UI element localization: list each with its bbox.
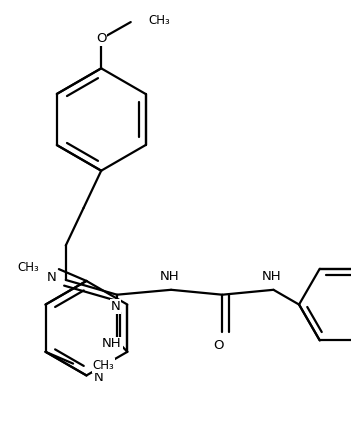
Text: N: N	[93, 371, 103, 384]
Text: CH₃: CH₃	[17, 261, 39, 273]
Text: NH: NH	[262, 270, 281, 282]
Text: N: N	[47, 271, 57, 285]
Text: O: O	[96, 32, 107, 45]
Text: CH₃: CH₃	[148, 14, 170, 27]
Text: O: O	[213, 339, 224, 352]
Text: NH: NH	[159, 270, 179, 282]
Text: N: N	[111, 300, 120, 313]
Text: CH₃: CH₃	[93, 359, 115, 372]
Text: NH: NH	[102, 337, 122, 351]
